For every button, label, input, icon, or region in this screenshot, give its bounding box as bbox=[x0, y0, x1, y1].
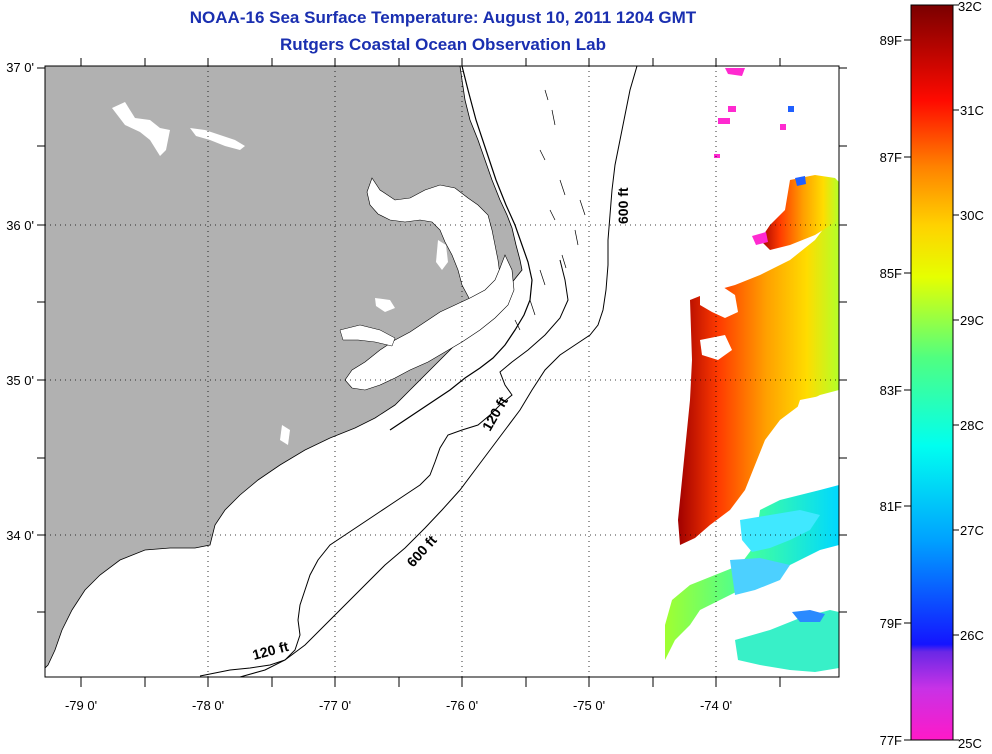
colorbar-c-26: 26C bbox=[960, 628, 984, 643]
lake-5 bbox=[280, 425, 290, 445]
neuse-river bbox=[339, 324, 396, 347]
lon-label-75: -75 0' bbox=[573, 698, 605, 713]
lake-4 bbox=[375, 298, 395, 312]
colorbar-f-79: 79F bbox=[880, 616, 902, 631]
lake-3 bbox=[436, 240, 448, 270]
colorbar-c-25: 25C bbox=[958, 736, 982, 751]
colorbar-c-27: 27C bbox=[960, 523, 984, 538]
graticule bbox=[45, 66, 839, 677]
colorbar-c-30: 30C bbox=[960, 208, 984, 223]
colorbar bbox=[910, 4, 954, 741]
isobath-label-600-north: 600 ft bbox=[615, 187, 631, 224]
lat-label-36: 36 0' bbox=[6, 218, 34, 233]
isobath-600ft-north bbox=[239, 66, 638, 677]
lat-label-35: 35 0' bbox=[6, 373, 34, 388]
colorbar-f-83: 83F bbox=[880, 383, 902, 398]
map-title: NOAA-16 Sea Surface Temperature: August … bbox=[189, 8, 697, 27]
lat-label-34: 34 0' bbox=[6, 528, 34, 543]
pamlico-sound bbox=[344, 254, 515, 391]
colorbar-f-87: 87F bbox=[880, 150, 902, 165]
lon-label-78: -78 0' bbox=[192, 698, 224, 713]
colorbar-f-77: 77F bbox=[880, 733, 902, 748]
lake-2 bbox=[190, 128, 245, 150]
lon-label-76: -76 0' bbox=[446, 698, 478, 713]
colorbar-c-31: 31C bbox=[960, 103, 984, 118]
lon-label-77: -77 0' bbox=[319, 698, 351, 713]
lon-label-74: -74 0' bbox=[700, 698, 732, 713]
map-subtitle: Rutgers Coastal Ocean Observation Lab bbox=[280, 35, 606, 54]
shelf-contours bbox=[514, 89, 586, 331]
sst-swath bbox=[665, 68, 839, 672]
outer-banks bbox=[389, 66, 533, 431]
isobath-120ft bbox=[199, 259, 569, 677]
colorbar-f-81: 81F bbox=[880, 499, 902, 514]
colorbar-c-29: 29C bbox=[960, 313, 984, 328]
colorbar-f-85: 85F bbox=[880, 266, 902, 281]
lon-label-79: -79 0' bbox=[65, 698, 97, 713]
colorbar-f-89: 89F bbox=[880, 33, 902, 48]
lat-label-37: 37 0' bbox=[6, 60, 34, 75]
lake-1 bbox=[112, 102, 170, 156]
colorbar-c-32: 32C bbox=[958, 0, 982, 14]
colorbar-c-28: 28C bbox=[960, 418, 984, 433]
